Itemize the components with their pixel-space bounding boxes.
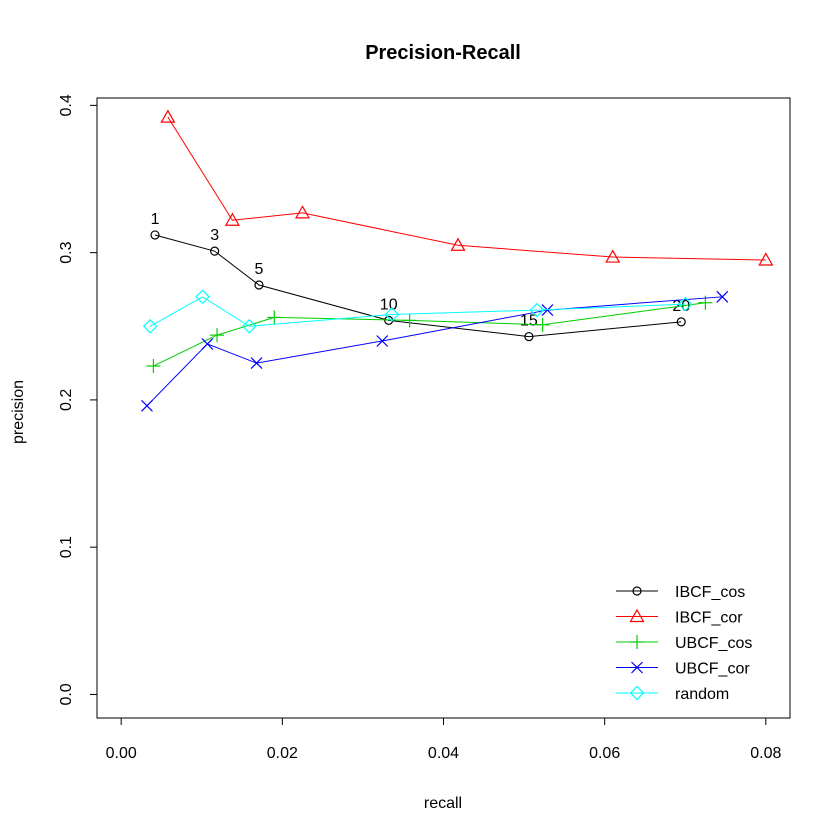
legend-marker [631,661,643,674]
data-point [195,289,210,305]
data-point [529,302,545,318]
data-point [241,318,257,334]
series-line [167,116,766,261]
y-tick-label: 0.4 [58,94,75,116]
y-tick-label: 0.0 [58,683,75,705]
legend-entry: IBCF_cos [616,584,745,601]
chart-title: Precision-Recall [365,42,521,64]
x-axis: 0.00 0.02 0.04 0.06 0.08 [106,717,781,762]
legend-entry: UBCF_cor [616,661,750,678]
data-point [676,317,686,327]
series-ubcf-cos [146,295,713,374]
y-tick-label: 0.3 [58,241,75,263]
data-point [384,307,400,322]
series-random [142,289,693,334]
series-ibcf-cor [160,109,774,266]
series-line [154,234,682,338]
legend-label: random [675,686,729,703]
legend-marker [632,586,642,596]
x-tick-label: 0.02 [267,745,298,762]
legend-marker [629,608,645,623]
data-point [758,252,774,266]
x-axis-label: recall [424,795,462,812]
data-point [450,237,466,251]
data-point [210,246,220,256]
data-point [160,109,176,123]
y-tick-label: 0.2 [58,389,75,411]
series-line [146,296,723,407]
legend-marker [629,685,645,701]
legend-label: UBCF_cor [675,661,750,678]
x-tick-label: 0.04 [428,745,459,762]
series-line [149,296,686,327]
data-point [142,318,158,334]
point-label: 5 [255,261,264,278]
data-point [210,328,225,343]
y-axis: 0.0 0.1 0.2 0.3 0.4 [58,94,98,706]
point-label: 15 [520,313,538,330]
legend-label: UBCF_cos [675,635,752,652]
data-point [224,212,240,226]
x-tick-label: 0.00 [106,745,137,762]
legend-marker [630,635,644,649]
legend-entry: UBCF_cos [616,635,752,652]
legend-entry: IBCF_cor [616,608,743,627]
data-point [535,317,550,332]
data-point [141,399,153,412]
x-tick-label: 0.06 [589,745,620,762]
legend-entry: random [616,685,729,703]
x-tick-label: 0.08 [750,745,781,762]
data-point [250,357,263,370]
data-point [524,331,534,342]
data-point [677,296,693,312]
y-axis-label: precision [10,380,27,444]
legend-label: IBCF_cor [675,610,743,627]
data-point [150,230,160,240]
legend-label: IBCF_cos [675,584,745,601]
series-ubcf-cor [141,290,729,412]
data-point [146,359,161,374]
y-tick-label: 0.1 [58,536,75,558]
data-point [716,290,729,303]
data-point [201,338,214,350]
series-line [153,302,706,367]
point-label: 1 [151,211,160,228]
data-point [294,205,311,219]
data-point [605,249,621,263]
data-point [254,280,264,290]
data-point [376,335,389,347]
data-point [402,313,417,328]
data-point [267,310,282,325]
point-label: 3 [210,227,219,244]
